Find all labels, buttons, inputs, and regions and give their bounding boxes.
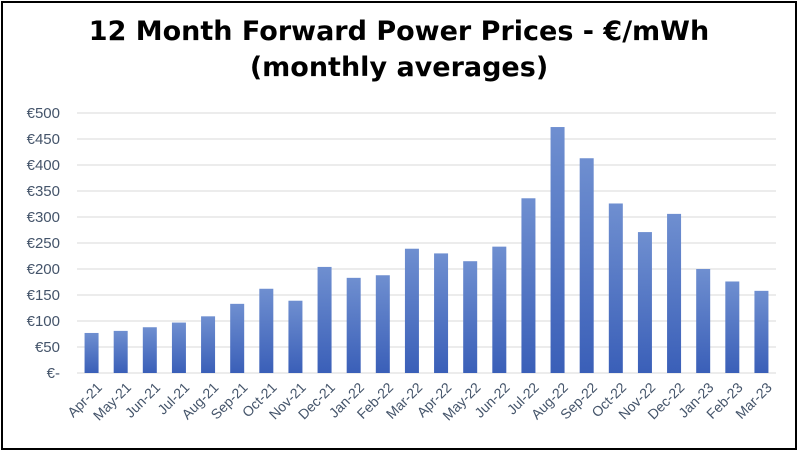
chart-title: 12 Month Forward Power Prices - €/mWh — [88, 16, 710, 47]
bar — [492, 246, 507, 373]
bar — [171, 322, 186, 373]
bar — [667, 213, 682, 373]
bar — [346, 277, 361, 373]
gridlines — [77, 112, 776, 374]
bar — [550, 127, 565, 373]
y-tick-label: €150 — [27, 287, 60, 304]
bar — [608, 203, 623, 373]
bar — [579, 158, 594, 373]
bar — [696, 269, 711, 373]
y-tick-label: €350 — [27, 183, 60, 200]
y-tick-label: €400 — [27, 157, 60, 174]
bar — [259, 288, 274, 373]
bar — [230, 303, 245, 373]
bar — [637, 232, 652, 373]
y-tick-label: €100 — [27, 313, 60, 330]
x-axis-ticks: Apr-21May-21Jun-21Jul-21Aug-21Sep-21Oct-… — [64, 379, 775, 423]
y-tick-label: €500 — [27, 105, 60, 122]
y-tick-label: €200 — [27, 261, 60, 278]
bar — [288, 300, 303, 373]
y-tick-label: €50 — [35, 339, 60, 356]
y-tick-label: €300 — [27, 209, 60, 226]
bar — [317, 266, 332, 373]
bar — [113, 330, 128, 373]
y-tick-label: €450 — [27, 131, 60, 148]
bar — [521, 198, 536, 373]
bar — [84, 332, 99, 373]
bar — [463, 261, 478, 373]
bar — [434, 253, 449, 373]
y-tick-label: €250 — [27, 235, 60, 252]
bar — [404, 248, 419, 373]
bar — [725, 281, 740, 373]
bar — [754, 290, 769, 373]
bars — [84, 127, 769, 373]
y-tick-label: €- — [47, 365, 60, 382]
chart-title-block: 12 Month Forward Power Prices - €/mWh (m… — [0, 14, 798, 86]
chart-subtitle: (monthly averages) — [249, 52, 549, 83]
bar — [142, 327, 157, 373]
y-axis-ticks: €- €50 €100 €150 €200 €250 €300 €350 €400 €450 €50… — [27, 105, 60, 382]
bar — [375, 275, 390, 373]
bar — [201, 316, 216, 373]
